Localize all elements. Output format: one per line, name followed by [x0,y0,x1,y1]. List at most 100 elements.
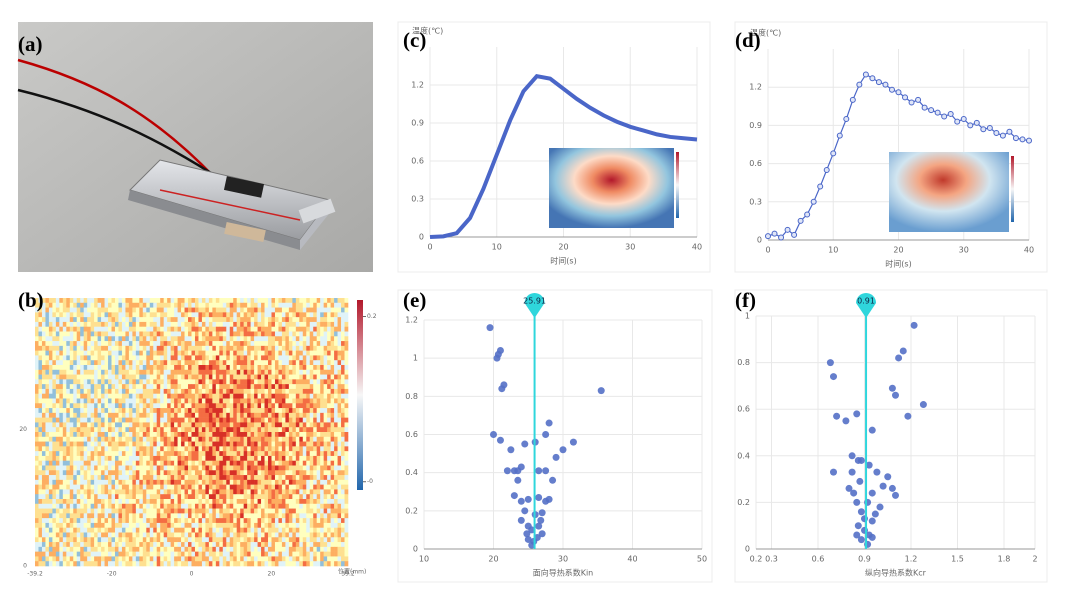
heat-cell [48,321,53,328]
heat-cell [302,398,307,404]
heat-cell [257,408,262,414]
heat-cell [344,360,349,366]
heat-cell [247,446,251,452]
heat-cell [226,393,231,399]
heat-cell [90,360,95,366]
heat-cell [341,417,345,423]
heat-cell [114,522,119,529]
heat-cell [174,446,178,452]
heat-cell [226,398,231,404]
heat-cell [59,489,64,495]
heat-cell [128,384,133,390]
heat-cell [69,417,74,423]
heat-cell [128,365,133,371]
heat-cell [128,470,133,476]
heat-cell [114,331,119,337]
heat-cell [240,508,244,514]
heat-cell [191,317,196,323]
heat-cell [281,470,286,476]
heat-cell [163,532,168,538]
heat-cell [222,556,227,562]
heat-cell [163,460,168,466]
heat-cell [337,398,342,404]
heat-cell [184,345,189,351]
heat-cell [156,436,161,442]
heat-cell [181,484,185,490]
heat-cell [125,561,130,567]
heat-cell [208,302,213,308]
heat-cell [118,393,123,399]
heat-cell [292,374,297,380]
heat-cell [219,341,224,347]
heat-cell [219,369,224,375]
heatmap-cells [35,298,349,567]
heat-cell [59,307,64,313]
heat-cell [295,360,300,366]
heat-cell [108,345,112,351]
heat-cell [219,331,224,337]
heat-cell [118,422,123,428]
heat-cell [97,455,102,462]
heat-cell [222,393,227,399]
heat-cell [268,499,272,505]
heat-cell [285,345,290,351]
heat-cell [128,321,133,328]
heat-cell [62,484,67,490]
heat-cell [274,360,279,366]
heat-cell [250,508,255,514]
heat-cell [264,298,269,304]
heat-cell [261,321,265,328]
heat-cell [94,499,98,505]
heat-cell [163,489,168,495]
heat-cell [274,446,279,452]
heat-cell [177,427,182,433]
heat-cell [66,465,71,471]
heat-cell [295,460,300,466]
heat-cell [212,484,217,490]
heat-cell [62,489,67,495]
heat-cell [299,475,304,481]
heat-cell [205,345,210,351]
heat-cell [271,307,276,313]
heat-cell [94,503,98,509]
heat-cell [111,321,116,328]
heat-cell [243,546,248,552]
heat-cell [194,503,199,509]
heat-cell [208,551,213,557]
heat-cell [219,484,224,490]
heat-cell [257,403,262,409]
heat-cell [55,307,60,313]
heat-cell [219,436,224,442]
heat-cell [69,494,74,500]
heat-cell [271,393,276,399]
heat-cell [208,393,213,399]
heat-cell [94,508,98,514]
heat-cell [174,460,178,466]
heat-cell [278,360,283,366]
heat-cell [236,475,241,481]
heat-cell [302,408,307,414]
heat-cell [87,317,91,323]
heat-cell [323,427,328,433]
heat-cell [208,384,213,390]
heat-cell [59,393,64,399]
heat-cell [38,532,43,538]
heat-cell [274,312,279,318]
heat-cell [292,542,297,548]
heat-cell [167,369,171,375]
heat-cell [94,403,98,409]
heat-cell [83,341,88,347]
heat-cell [320,542,324,548]
heat-cell [59,518,64,524]
heat-cell [170,398,175,404]
heat-cell [156,479,161,485]
heat-cell [153,355,158,361]
heat-cell [76,499,81,505]
heat-cell [41,326,46,332]
heat-cell [264,427,269,433]
heat-cell [184,427,189,433]
heat-cell [142,527,147,533]
heat-cell [139,518,144,524]
heat-cell [73,417,78,423]
heat-cell [38,312,43,318]
